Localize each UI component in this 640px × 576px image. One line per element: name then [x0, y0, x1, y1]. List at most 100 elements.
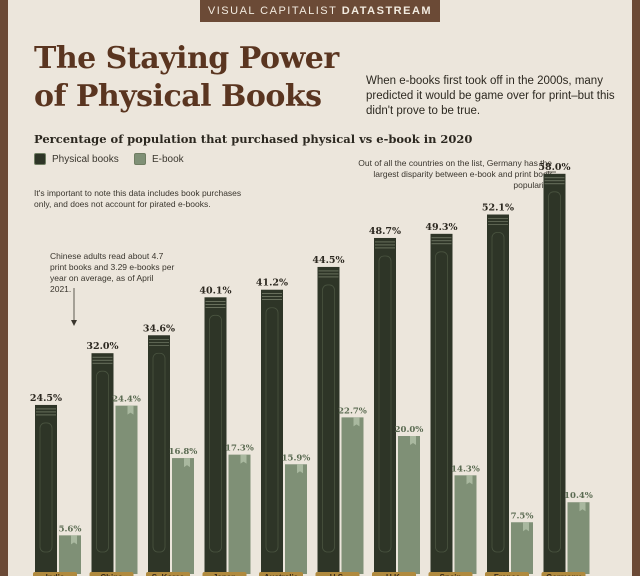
- bar-ebook-germany: [567, 502, 590, 574]
- chart-heading: Percentage of population that purchased …: [34, 132, 473, 146]
- bookmark-ebook-france: [523, 522, 529, 532]
- category-label-s-korea: S. Korea: [152, 573, 185, 576]
- page-title: The Staying Power of Physical Books: [34, 40, 364, 116]
- category-label-china: China: [100, 573, 123, 576]
- bars-group: 24.5% 5.6% India 32.0% 24.4% China 34.6% 16.8% S…: [30, 162, 593, 576]
- title-line-1: The Staying Power: [34, 41, 339, 76]
- category-tag-spain: [428, 572, 473, 576]
- spine-panel-physical-china: [96, 370, 109, 553]
- spine-panel-physical-u-k: [378, 255, 392, 553]
- category-label-u-s: U.S.: [330, 573, 346, 576]
- bookmark-ebook-india: [71, 535, 77, 545]
- spine-panel-physical-australia: [265, 307, 279, 553]
- bar-ebook-u-s: [341, 417, 364, 574]
- data-note: It's important to note this data include…: [34, 188, 242, 209]
- value-label-ebook-u-k: 20.0%: [395, 425, 424, 435]
- bookmark-ebook-japan: [240, 454, 247, 464]
- bar-physical-u-s: [317, 266, 340, 574]
- value-label-physical-germany: 58.0%: [538, 162, 570, 173]
- bookmark-ebook-spain: [466, 475, 473, 485]
- category-label-germany: Germany: [546, 573, 581, 576]
- category-tag-france: [485, 572, 529, 576]
- germany-annotation: Out of all the countries on the list, Ge…: [358, 158, 552, 190]
- bar-physical-germany: [543, 173, 566, 575]
- brand-banner: VISUAL CAPITALIST DATASTREAM: [200, 0, 440, 22]
- value-label-physical-japan: 40.1%: [199, 285, 231, 296]
- bar-ebook-japan: [228, 454, 251, 574]
- spine-panel-physical-s-korea: [152, 352, 166, 553]
- bar-physical-australia: [261, 289, 283, 574]
- category-tag-u-s: [315, 572, 360, 576]
- category-tag-india: [33, 572, 77, 576]
- legend-ebook: E-book: [134, 152, 184, 166]
- bookmark-ebook-australia: [297, 464, 303, 474]
- bookmark-ebook-china: [127, 405, 134, 415]
- tablet-icon: [134, 153, 146, 165]
- value-label-ebook-germany: 10.4%: [564, 491, 593, 501]
- bookmark-ebook-germany: [579, 502, 586, 512]
- bar-physical-s-korea: [148, 335, 170, 574]
- value-label-ebook-u-s: 22.7%: [338, 406, 367, 416]
- category-label-japan: Japan: [213, 573, 236, 576]
- spine-panel-physical-india: [39, 422, 53, 553]
- category-tag-japan: [202, 572, 247, 576]
- legend-physical-label: Physical books: [52, 153, 119, 165]
- value-label-ebook-india: 5.6%: [59, 524, 82, 534]
- bar-physical-india: [35, 404, 57, 574]
- bar-chart: 24.5% 5.6% India 32.0% 24.4% China 34.6% 16.8% S…: [30, 162, 593, 576]
- bookmark-ebook-u-s: [353, 417, 360, 427]
- spine-panel-physical-japan: [209, 314, 222, 553]
- category-tag-china: [89, 572, 134, 576]
- category-label-france: France: [494, 573, 521, 576]
- bar-ebook-france: [511, 522, 533, 574]
- value-label-ebook-s-korea: 16.8%: [169, 447, 198, 457]
- bar-ebook-china: [115, 405, 138, 574]
- spine-panel-physical-france: [491, 232, 505, 553]
- bar-ebook-australia: [285, 464, 307, 574]
- category-label-india: India: [46, 573, 65, 576]
- value-label-physical-s-korea: 34.6%: [143, 323, 175, 334]
- value-label-physical-india: 24.5%: [30, 393, 62, 404]
- title-line-2: of Physical Books: [34, 79, 322, 114]
- legend-physical: Physical books: [34, 152, 119, 166]
- value-label-physical-u-s: 44.5%: [312, 255, 344, 266]
- subtitle: When e-books first took off in the 2000s…: [366, 75, 615, 117]
- value-label-physical-china: 32.0%: [86, 341, 118, 352]
- value-label-ebook-france: 7.5%: [511, 511, 534, 521]
- bar-ebook-u-k: [398, 436, 420, 574]
- spine-panel-physical-germany: [548, 191, 561, 553]
- category-tag-u-k: [372, 572, 416, 576]
- category-tag-germany: [541, 572, 586, 576]
- category-tag-australia: [259, 572, 303, 576]
- category-tag-s-korea: [146, 572, 190, 576]
- value-label-ebook-spain: 14.3%: [451, 464, 480, 474]
- value-label-physical-australia: 41.2%: [256, 278, 288, 289]
- spine-panel-physical-u-s: [322, 284, 335, 553]
- brand-name-bold: DATASTREAM: [341, 5, 433, 17]
- bookmark-ebook-u-k: [410, 436, 416, 445]
- bar-physical-u-k: [374, 237, 396, 574]
- category-label-u-k: U.K.: [386, 573, 402, 576]
- legend-ebook-label: E-book: [152, 153, 184, 165]
- value-label-ebook-australia: 15.9%: [282, 453, 311, 463]
- bar-ebook-spain: [454, 475, 477, 574]
- bar-physical-china: [91, 353, 114, 574]
- value-label-ebook-china: 24.4%: [112, 395, 141, 405]
- value-label-physical-spain: 49.3%: [425, 222, 457, 233]
- category-label-spain: Spain: [440, 573, 462, 576]
- bar-physical-spain: [430, 233, 453, 574]
- china-annotation: Chinese adults read about 4.7 print book…: [50, 251, 175, 294]
- china-annotation-arrowhead: [71, 320, 77, 326]
- value-label-physical-u-k: 48.7%: [369, 226, 401, 237]
- bookmark-ebook-s-korea: [184, 458, 190, 468]
- bar-ebook-s-korea: [172, 458, 194, 574]
- bar-physical-japan: [204, 297, 227, 574]
- value-label-physical-france: 52.1%: [482, 203, 514, 214]
- category-label-australia: Australia: [264, 573, 299, 576]
- book-icon: [34, 153, 46, 165]
- bar-physical-france: [487, 214, 509, 574]
- spine-panel-physical-spain: [435, 251, 448, 553]
- brand-name-light: VISUAL CAPITALIST: [207, 5, 338, 17]
- bar-ebook-india: [59, 535, 81, 574]
- infographic-page: The Staying Power of Physical Books When…: [8, 0, 632, 576]
